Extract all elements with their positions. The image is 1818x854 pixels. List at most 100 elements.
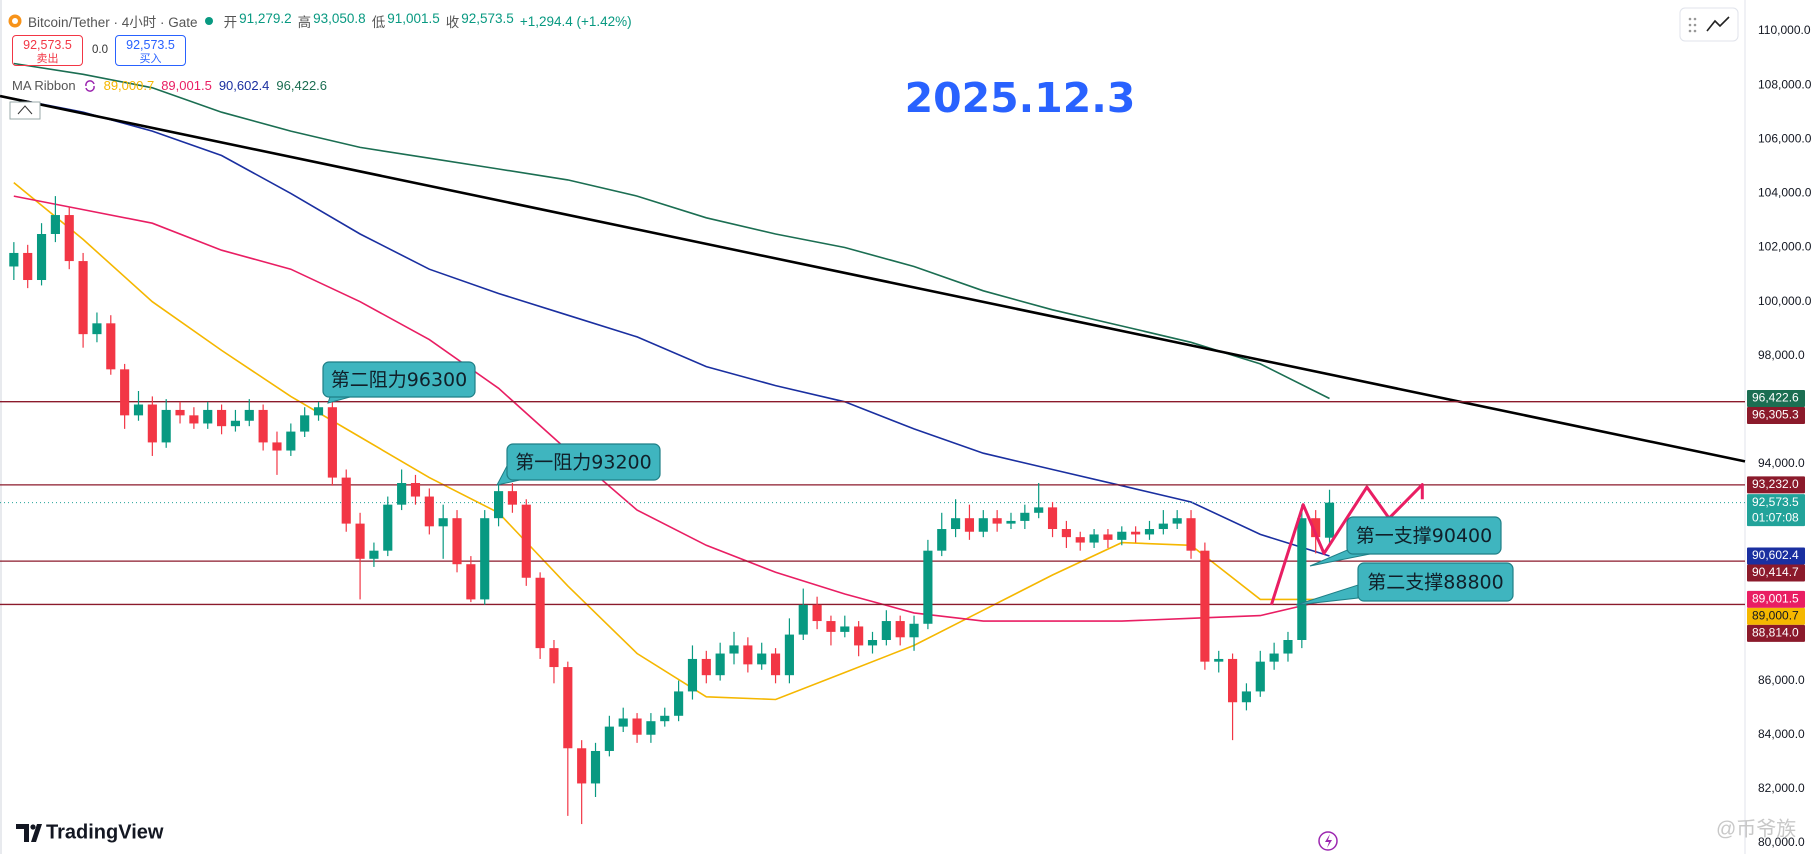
ma-line bbox=[13, 97, 1330, 557]
ohlc-value: 91,001.5 bbox=[387, 11, 440, 26]
candle-body bbox=[217, 409, 227, 427]
candle-body bbox=[729, 645, 739, 654]
ohlc-key: 收 bbox=[445, 15, 460, 30]
candle-body bbox=[410, 483, 421, 497]
candle-body bbox=[881, 621, 891, 640]
event-bolt bbox=[1325, 834, 1332, 848]
candle-body bbox=[701, 658, 711, 676]
price-label-box bbox=[1747, 494, 1805, 527]
level-layer bbox=[0, 401, 1745, 606]
candle-body bbox=[438, 518, 448, 527]
price-label-box bbox=[1747, 476, 1805, 494]
candle-body bbox=[327, 407, 337, 478]
candle-body bbox=[50, 215, 60, 234]
y-tick-label: 104,000.0 bbox=[1758, 186, 1812, 200]
candle-body bbox=[9, 252, 19, 267]
y-tick-label: 84,000.0 bbox=[1758, 727, 1805, 741]
candle-body bbox=[1075, 537, 1085, 543]
candle-body bbox=[466, 564, 476, 600]
toolbar-icon[interactable] bbox=[1706, 16, 1730, 32]
candle-body bbox=[313, 407, 324, 416]
candle-body bbox=[397, 483, 407, 505]
callout-text: 第一阻力93200 bbox=[515, 452, 651, 474]
sell-price: 92,573.5 bbox=[23, 38, 72, 52]
candle-body bbox=[577, 748, 587, 784]
candle-body bbox=[507, 491, 517, 505]
price-label-box bbox=[1747, 607, 1805, 625]
candle-body bbox=[590, 750, 601, 784]
candle-body bbox=[341, 477, 351, 524]
candle-body bbox=[646, 721, 656, 735]
coin-icon bbox=[8, 14, 22, 28]
candle-body bbox=[120, 369, 130, 416]
candle-body bbox=[674, 691, 684, 716]
drawing-handle bbox=[9, 101, 41, 120]
candle-body bbox=[937, 529, 947, 551]
candle-body bbox=[798, 604, 808, 635]
candle-body bbox=[147, 404, 157, 443]
callout-text: 第一支撑90400 bbox=[1356, 525, 1492, 547]
ohlc-value: 91,279.2 bbox=[239, 11, 292, 26]
ohlc: 开 91,279.2 高 93,050.8 低 91,001.5 收 92,573.5 bbox=[220, 11, 514, 31]
candle-body bbox=[757, 653, 767, 665]
callout-box bbox=[506, 443, 661, 481]
candle-body bbox=[618, 718, 628, 727]
spread: 0.0 bbox=[92, 44, 108, 56]
candle-body bbox=[300, 415, 310, 432]
price-label-box bbox=[1747, 389, 1805, 407]
toolbar[interactable] bbox=[1679, 7, 1739, 42]
candle-body bbox=[770, 653, 781, 676]
candle-body bbox=[992, 518, 1002, 524]
indicator-name[interactable]: MA Ribbon bbox=[12, 78, 76, 93]
indicator-legend: MA Ribbon 89,000.7 89,001.5 90,602.4 96,422… bbox=[12, 78, 327, 93]
chart-title: 2025.12.3 bbox=[905, 74, 1136, 122]
candle-body bbox=[244, 409, 254, 421]
candle-body bbox=[784, 634, 794, 676]
candle-body bbox=[369, 550, 379, 559]
candle-body bbox=[1089, 534, 1099, 543]
candle-body bbox=[230, 420, 241, 427]
y-tick-label: 110,000.0 bbox=[1758, 23, 1811, 37]
y-tick-label: 80,000.0 bbox=[1758, 835, 1805, 849]
annotation-layer: 第二阻力96300 第一阻力93200 第一支撑90400 第二支撑88800 bbox=[322, 361, 1514, 606]
candle-body bbox=[604, 726, 614, 751]
candle-body bbox=[272, 442, 282, 451]
callout-box bbox=[1357, 562, 1514, 602]
candle-body bbox=[1061, 529, 1071, 538]
candle-body bbox=[203, 409, 213, 424]
ohlc-key: 高 bbox=[297, 15, 312, 30]
trend-line bbox=[0, 94, 1746, 463]
callout-text: 第二支撑88800 bbox=[1367, 572, 1503, 594]
y-tick-label: 100,000.0 bbox=[1758, 294, 1812, 308]
candle-body bbox=[1047, 507, 1058, 530]
buy-price: 92,573.5 bbox=[126, 38, 175, 52]
candle-body bbox=[563, 667, 573, 749]
countdown: 01:07:08 bbox=[1752, 510, 1799, 524]
buy-button[interactable]: 92,573.5 买入 bbox=[115, 35, 186, 66]
price-label-box bbox=[1747, 564, 1805, 582]
candle-body bbox=[355, 523, 365, 559]
candle-body bbox=[1241, 691, 1251, 703]
symbol[interactable]: Bitcoin/Tether · 4小时 · Gate bbox=[28, 15, 198, 30]
status-dot bbox=[204, 17, 213, 25]
y-tick-label: 94,000.0 bbox=[1758, 456, 1805, 470]
candle-body bbox=[1297, 518, 1307, 640]
candle-body bbox=[840, 626, 850, 632]
candle-body bbox=[189, 415, 199, 424]
candle-body bbox=[161, 409, 171, 443]
indicator-value: 90,602.4 bbox=[218, 78, 270, 93]
candle-body bbox=[106, 323, 116, 370]
candle-body bbox=[743, 645, 753, 665]
candle-body bbox=[1324, 502, 1335, 538]
y-tick-label: 102,000.0 bbox=[1758, 240, 1812, 254]
sell-button[interactable]: 92,573.5 卖出 bbox=[12, 35, 83, 66]
candle-body bbox=[1311, 518, 1321, 538]
candle-body bbox=[923, 550, 933, 624]
price-label-box bbox=[1747, 590, 1805, 608]
event-icon[interactable] bbox=[1318, 831, 1338, 851]
candle-body bbox=[549, 648, 559, 668]
candle-body bbox=[632, 718, 642, 735]
candle-body bbox=[1006, 520, 1016, 524]
indicator-icon bbox=[84, 79, 95, 92]
